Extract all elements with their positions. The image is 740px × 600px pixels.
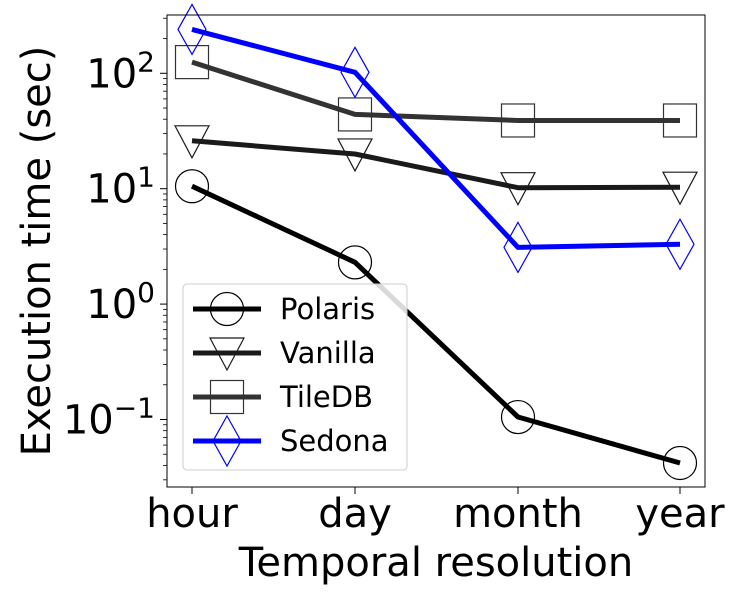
series-tiledb [174, 45, 698, 138]
data-point [500, 103, 536, 138]
data-point [174, 45, 210, 80]
data-point [503, 221, 533, 274]
x-tick-label: hour [146, 491, 238, 537]
data-point [174, 125, 210, 160]
data-point [500, 399, 536, 435]
series-line [190, 183, 681, 466]
data-point [662, 103, 698, 138]
legend-marker [209, 291, 245, 327]
series-sedona [177, 3, 695, 274]
x-axis-label: Temporal resolution [238, 540, 633, 586]
data-point [337, 245, 373, 280]
legend-box [182, 283, 408, 471]
legend-label: TileDB [279, 380, 373, 414]
series-vanilla [174, 125, 698, 206]
legend-item-sedona: Sedona [193, 414, 389, 468]
legend: Polaris Vanilla TileDB Sedona [182, 283, 408, 471]
data-point [662, 171, 698, 206]
legend-label: Sedona [280, 424, 389, 458]
y-tick-label: 10−1 [63, 391, 155, 443]
y-tick-label: 102 [86, 45, 155, 97]
data-point [340, 46, 370, 99]
data-point [500, 172, 536, 206]
y-tick-label: 101 [86, 161, 155, 213]
data-point [337, 138, 373, 173]
y-axis: 10−1 100 101 102 [63, 17, 167, 481]
data-point [177, 3, 207, 56]
x-tick-label: month [453, 491, 583, 537]
legend-marker [212, 414, 242, 468]
series-line [191, 138, 681, 191]
plot-area [174, 3, 698, 481]
y-tick-label: 100 [86, 276, 155, 328]
plot-frame [166, 14, 706, 488]
legend-item-polaris: Polaris [193, 291, 375, 327]
series-line [191, 59, 680, 123]
data-point [665, 218, 695, 271]
series-line [191, 26, 681, 250]
data-point [662, 445, 698, 481]
x-tick-label: day [318, 491, 392, 537]
x-tick-label: year [635, 491, 725, 537]
legend-marker [209, 337, 245, 372]
series-polaris [174, 169, 698, 481]
data-point [174, 169, 210, 204]
legend-item-tiledb: TileDB [193, 379, 373, 415]
legend-item-vanilla: Vanilla [193, 336, 376, 372]
y-axis-label: Execution time (sec) [14, 46, 60, 457]
legend-label: Vanilla [280, 336, 376, 370]
legend-label: Polaris [280, 292, 375, 326]
legend-marker [209, 379, 245, 415]
x-axis: hour day month year [146, 487, 725, 537]
